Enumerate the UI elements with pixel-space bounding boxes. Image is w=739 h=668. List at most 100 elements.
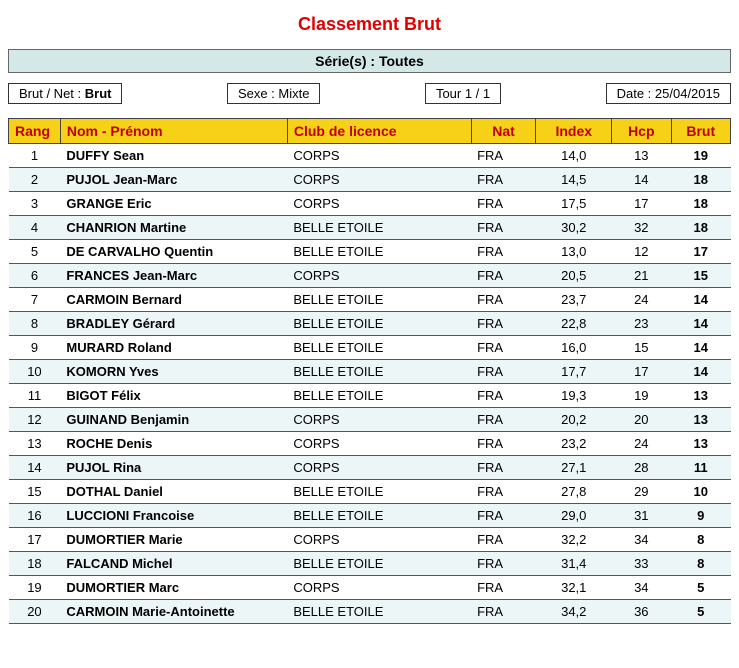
cell-club: BELLE ETOILE xyxy=(287,552,471,576)
results-body: 1DUFFY SeanCORPSFRA14,013192PUJOL Jean-M… xyxy=(9,144,731,624)
cell-rang: 20 xyxy=(9,600,61,624)
cell-name: MURARD Roland xyxy=(60,336,287,360)
cell-nat: FRA xyxy=(471,384,536,408)
cell-nat: FRA xyxy=(471,552,536,576)
cell-brut: 13 xyxy=(671,432,730,456)
cell-club: CORPS xyxy=(287,432,471,456)
cell-hcp: 21 xyxy=(612,264,671,288)
cell-nat: FRA xyxy=(471,432,536,456)
cell-name: PUJOL Jean-Marc xyxy=(60,168,287,192)
table-row: 17DUMORTIER MarieCORPSFRA32,2348 xyxy=(9,528,731,552)
cell-club: CORPS xyxy=(287,264,471,288)
cell-nat: FRA xyxy=(471,600,536,624)
cell-rang: 4 xyxy=(9,216,61,240)
brutnet-value: Brut xyxy=(85,86,112,101)
cell-nat: FRA xyxy=(471,192,536,216)
cell-index: 17,7 xyxy=(536,360,612,384)
table-row: 7CARMOIN BernardBELLE ETOILEFRA23,72414 xyxy=(9,288,731,312)
cell-hcp: 17 xyxy=(612,360,671,384)
cell-nat: FRA xyxy=(471,216,536,240)
table-row: 4CHANRION MartineBELLE ETOILEFRA30,23218 xyxy=(9,216,731,240)
cell-rang: 9 xyxy=(9,336,61,360)
cell-name: CHANRION Martine xyxy=(60,216,287,240)
cell-index: 14,5 xyxy=(536,168,612,192)
cell-hcp: 14 xyxy=(612,168,671,192)
cell-name: DUMORTIER Marie xyxy=(60,528,287,552)
cell-rang: 13 xyxy=(9,432,61,456)
cell-name: CARMOIN Bernard xyxy=(60,288,287,312)
cell-club: CORPS xyxy=(287,168,471,192)
cell-club: CORPS xyxy=(287,528,471,552)
table-row: 19DUMORTIER MarcCORPSFRA32,1345 xyxy=(9,576,731,600)
cell-index: 32,2 xyxy=(536,528,612,552)
cell-hcp: 13 xyxy=(612,144,671,168)
cell-index: 13,0 xyxy=(536,240,612,264)
cell-rang: 7 xyxy=(9,288,61,312)
sexe-label: Sexe : xyxy=(238,86,275,101)
cell-name: KOMORN Yves xyxy=(60,360,287,384)
cell-brut: 18 xyxy=(671,168,730,192)
cell-nat: FRA xyxy=(471,480,536,504)
cell-name: PUJOL Rina xyxy=(60,456,287,480)
cell-hcp: 34 xyxy=(612,576,671,600)
cell-club: BELLE ETOILE xyxy=(287,504,471,528)
sexe-value: Mixte xyxy=(278,86,309,101)
cell-hcp: 33 xyxy=(612,552,671,576)
cell-club: BELLE ETOILE xyxy=(287,360,471,384)
cell-index: 29,0 xyxy=(536,504,612,528)
cell-index: 31,4 xyxy=(536,552,612,576)
cell-rang: 1 xyxy=(9,144,61,168)
cell-name: GRANGE Eric xyxy=(60,192,287,216)
cell-nat: FRA xyxy=(471,240,536,264)
cell-club: CORPS xyxy=(287,576,471,600)
cell-name: ROCHE Denis xyxy=(60,432,287,456)
cell-club: BELLE ETOILE xyxy=(287,240,471,264)
cell-rang: 2 xyxy=(9,168,61,192)
cell-hcp: 24 xyxy=(612,288,671,312)
cell-index: 23,2 xyxy=(536,432,612,456)
cell-name: DOTHAL Daniel xyxy=(60,480,287,504)
cell-nat: FRA xyxy=(471,528,536,552)
cell-rang: 5 xyxy=(9,240,61,264)
col-header-club: Club de licence xyxy=(287,119,471,144)
cell-brut: 15 xyxy=(671,264,730,288)
cell-club: BELLE ETOILE xyxy=(287,312,471,336)
cell-nat: FRA xyxy=(471,264,536,288)
cell-hcp: 24 xyxy=(612,432,671,456)
info-date: Date : 25/04/2015 xyxy=(606,83,731,104)
cell-club: CORPS xyxy=(287,408,471,432)
table-row: 15DOTHAL DanielBELLE ETOILEFRA27,82910 xyxy=(9,480,731,504)
tour-text: Tour 1 / 1 xyxy=(436,86,490,101)
col-header-brut: Brut xyxy=(671,119,730,144)
cell-rang: 14 xyxy=(9,456,61,480)
cell-brut: 8 xyxy=(671,552,730,576)
cell-name: DE CARVALHO Quentin xyxy=(60,240,287,264)
table-row: 9MURARD RolandBELLE ETOILEFRA16,01514 xyxy=(9,336,731,360)
cell-rang: 3 xyxy=(9,192,61,216)
cell-index: 20,5 xyxy=(536,264,612,288)
cell-name: LUCCIONI Francoise xyxy=(60,504,287,528)
cell-rang: 11 xyxy=(9,384,61,408)
cell-rang: 10 xyxy=(9,360,61,384)
cell-brut: 14 xyxy=(671,288,730,312)
cell-club: CORPS xyxy=(287,144,471,168)
cell-club: BELLE ETOILE xyxy=(287,288,471,312)
cell-name: GUINAND Benjamin xyxy=(60,408,287,432)
cell-club: BELLE ETOILE xyxy=(287,336,471,360)
cell-nat: FRA xyxy=(471,288,536,312)
date-value: 25/04/2015 xyxy=(655,86,720,101)
cell-name: BIGOT Félix xyxy=(60,384,287,408)
cell-index: 16,0 xyxy=(536,336,612,360)
date-label: Date : xyxy=(617,86,652,101)
cell-name: DUMORTIER Marc xyxy=(60,576,287,600)
cell-nat: FRA xyxy=(471,504,536,528)
cell-club: BELLE ETOILE xyxy=(287,384,471,408)
table-row: 12GUINAND BenjaminCORPSFRA20,22013 xyxy=(9,408,731,432)
col-header-rang: Rang xyxy=(9,119,61,144)
cell-rang: 16 xyxy=(9,504,61,528)
header-row: Rang Nom - Prénom Club de licence Nat In… xyxy=(9,119,731,144)
results-table: Rang Nom - Prénom Club de licence Nat In… xyxy=(8,118,731,624)
cell-nat: FRA xyxy=(471,456,536,480)
cell-rang: 12 xyxy=(9,408,61,432)
table-row: 5DE CARVALHO QuentinBELLE ETOILEFRA13,01… xyxy=(9,240,731,264)
